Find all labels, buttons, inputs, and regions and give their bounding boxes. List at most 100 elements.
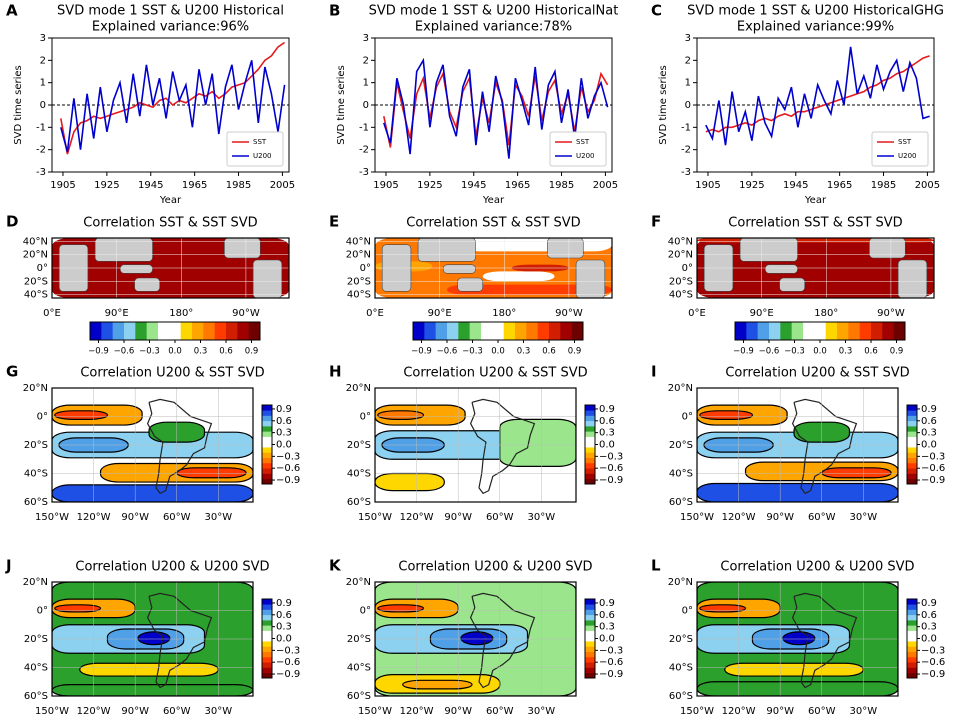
legend-box bbox=[871, 131, 929, 167]
map-field bbox=[697, 582, 898, 696]
colorbar-label: −0.3 bbox=[599, 451, 623, 462]
colorbar-cell bbox=[859, 322, 872, 340]
x-tick-label: 1925 bbox=[739, 180, 764, 191]
colorbar-cell bbox=[585, 420, 595, 427]
x-tick-label: 90°W bbox=[121, 512, 149, 523]
x-tick-label: 90°W bbox=[766, 512, 794, 523]
x-tick-label: 90°W bbox=[444, 706, 472, 717]
map-field bbox=[52, 238, 289, 298]
colorbar-cell bbox=[907, 441, 917, 448]
y-tick-label: 0 bbox=[363, 100, 369, 111]
contour-band bbox=[724, 662, 864, 677]
chart-subtitle: Explained variance:78% bbox=[415, 20, 572, 35]
colorbar-cell bbox=[214, 322, 227, 340]
x-tick-label: 30°W bbox=[205, 512, 233, 523]
colorbar-cell bbox=[907, 625, 917, 631]
y-tick-label: 3 bbox=[40, 33, 46, 44]
y-tick-label: 0° bbox=[682, 412, 693, 423]
x-tick-label: 1905 bbox=[695, 180, 720, 191]
y-tick-label: 40°S bbox=[24, 663, 48, 674]
land bbox=[779, 277, 806, 292]
x-tick-label: 0°E bbox=[366, 308, 384, 319]
colorbar-label: 0.9 bbox=[276, 404, 292, 415]
land bbox=[417, 238, 476, 262]
colorbar-cell bbox=[585, 620, 595, 626]
y-tick-label: 0 bbox=[40, 100, 46, 111]
x-tick-label: 1905 bbox=[373, 180, 398, 191]
colorbar-label: 0.9 bbox=[921, 404, 937, 415]
colorbar-cell bbox=[585, 405, 595, 411]
colorbar-cell bbox=[262, 457, 272, 464]
colorbar-cell bbox=[907, 420, 917, 427]
y-tick-label: 0° bbox=[37, 606, 48, 617]
colorbar-cell bbox=[203, 322, 215, 340]
x-tick-label: 150°W bbox=[35, 512, 69, 523]
colorbar-cell bbox=[262, 656, 272, 663]
colorbar-label: −0.9 bbox=[733, 347, 754, 357]
x-axis-label: Year bbox=[804, 195, 827, 206]
map-field bbox=[52, 388, 253, 502]
colorbar-cell bbox=[262, 651, 272, 658]
x-tick-label: 90°W bbox=[444, 512, 472, 523]
y-tick-label: -3 bbox=[359, 167, 369, 178]
map-frame bbox=[696, 237, 935, 299]
y-tick-label: 1 bbox=[363, 78, 369, 89]
colorbar-cell bbox=[101, 322, 113, 340]
legend-box bbox=[226, 131, 284, 167]
chart-subtitle: Explained variance:96% bbox=[92, 20, 249, 35]
coastline bbox=[469, 592, 536, 689]
x-tick-label: 1965 bbox=[827, 180, 852, 191]
colorbar-cell bbox=[907, 405, 917, 411]
y-tick-label: 60°S bbox=[669, 497, 693, 508]
colorbar-cell bbox=[585, 457, 595, 464]
colorbar-cell bbox=[262, 415, 272, 422]
colorbar-label: −0.6 bbox=[921, 463, 945, 474]
y-tick-label: 20°N bbox=[346, 577, 371, 588]
colorbar-label: −0.3 bbox=[921, 645, 945, 656]
colorbar-label: −0.6 bbox=[276, 657, 300, 668]
colorbar-cell bbox=[435, 322, 448, 340]
colorbar-label: −0.3 bbox=[921, 451, 945, 462]
colorbar-cell bbox=[585, 410, 595, 416]
colorbar-label: 0.0 bbox=[276, 440, 292, 451]
colorbar-label: −0.9 bbox=[276, 669, 300, 680]
colorbar-cell bbox=[735, 322, 747, 340]
colorbar-label: −0.6 bbox=[437, 347, 458, 357]
colorbar-cell bbox=[124, 322, 136, 340]
colorbar-cell bbox=[469, 322, 482, 340]
x-tick-label: 90°E bbox=[750, 308, 774, 319]
colorbar-label: 0.9 bbox=[568, 347, 582, 357]
y-tick-label: -1 bbox=[36, 122, 46, 133]
colorbar-cell bbox=[791, 322, 804, 340]
coastline bbox=[146, 398, 213, 495]
x-tick-label: 60°W bbox=[163, 512, 191, 523]
colorbar-label: 0.6 bbox=[599, 610, 615, 621]
chart-title: SVD mode 1 SST & U200 HistoricalNat bbox=[369, 4, 619, 19]
contour-band bbox=[79, 662, 219, 677]
x-tick-label: 120°W bbox=[722, 512, 756, 523]
y-tick-label: 3 bbox=[685, 33, 691, 44]
y-tick-label: 20°S bbox=[24, 634, 48, 645]
x-tick-label: 150°W bbox=[358, 512, 392, 523]
colorbar-cell bbox=[585, 468, 595, 474]
colorbar-label: 0.6 bbox=[276, 610, 292, 621]
colorbar-cell bbox=[585, 630, 595, 637]
colorbar-cell bbox=[262, 420, 272, 427]
y-tick-label: 20°S bbox=[669, 440, 693, 451]
colorbar-cell bbox=[262, 635, 272, 642]
panel-letter: I bbox=[651, 363, 657, 381]
x-tick-label: 150°W bbox=[358, 706, 392, 717]
colorbar-cell bbox=[90, 322, 102, 340]
colorbar-cell bbox=[907, 447, 917, 453]
colorbar-cell bbox=[192, 322, 204, 340]
y-tick-label: 60°S bbox=[347, 691, 371, 702]
x-tick-label: 60°W bbox=[808, 512, 836, 523]
x-tick-label: 1985 bbox=[226, 180, 251, 191]
x-tick-label: 60°W bbox=[163, 706, 191, 717]
y-tick-label: 1 bbox=[40, 78, 46, 89]
colorbar-cell bbox=[262, 405, 272, 411]
colorbar-cell bbox=[585, 599, 595, 605]
colorbar-label: 0.6 bbox=[219, 347, 233, 357]
colorbar-label: −0.9 bbox=[599, 475, 623, 486]
y-tick-label: 0° bbox=[360, 412, 371, 423]
